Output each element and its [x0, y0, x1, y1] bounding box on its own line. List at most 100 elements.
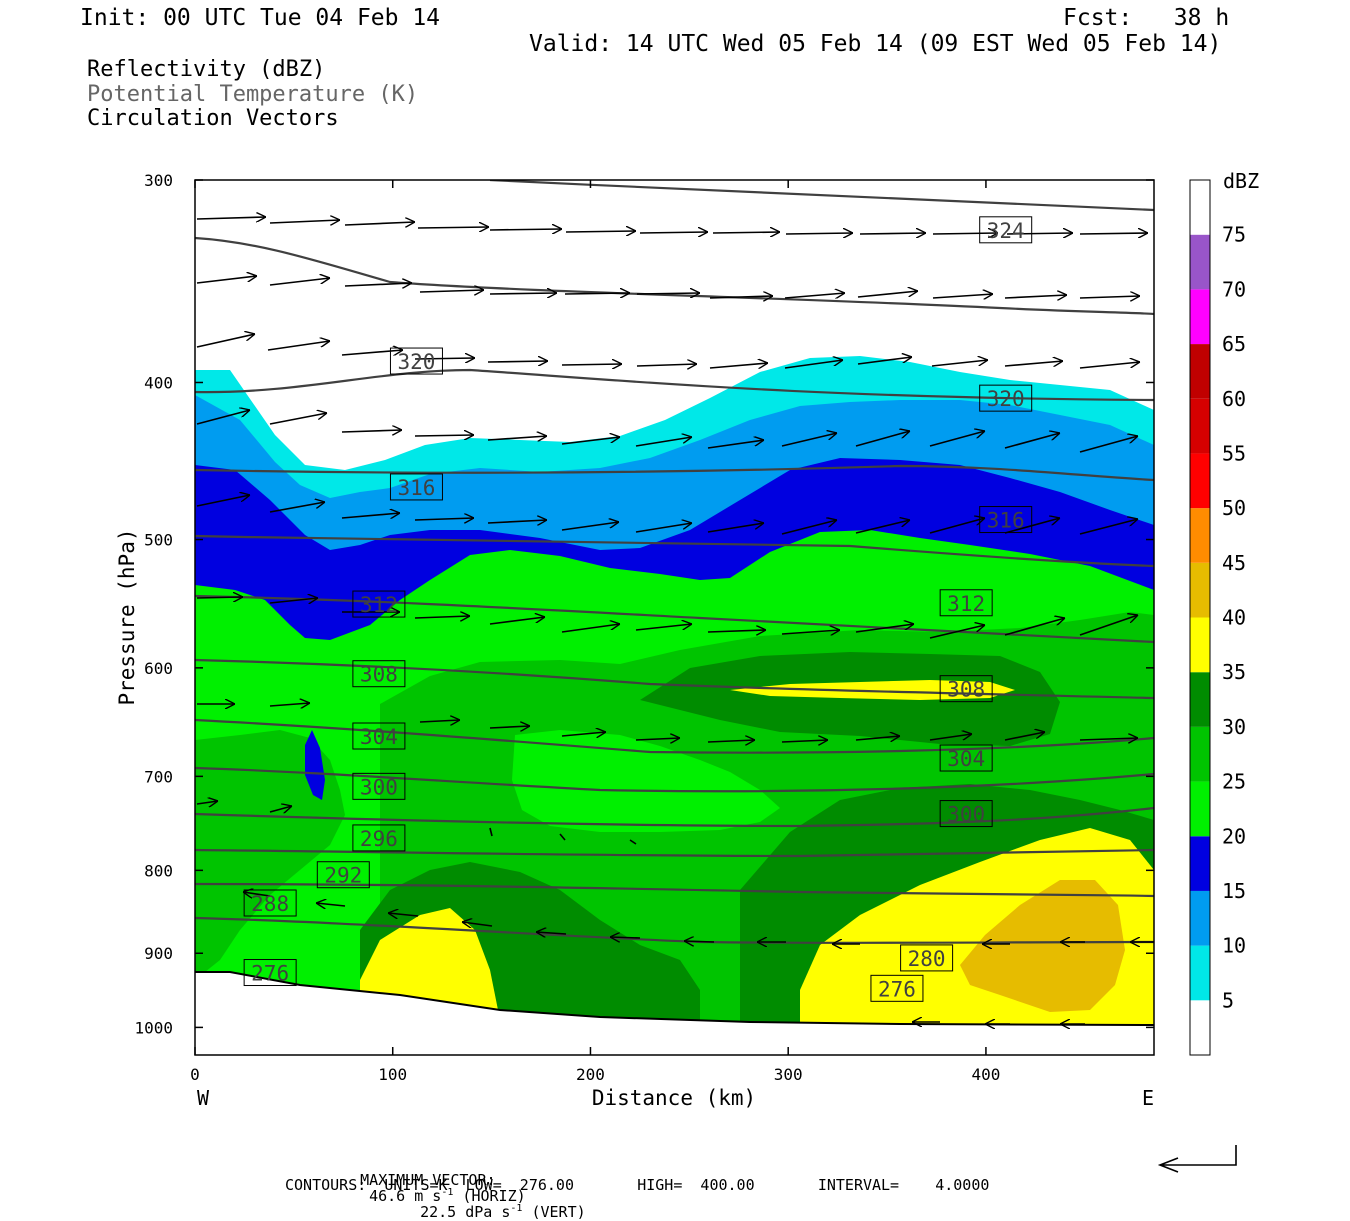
vector [1004, 433, 1060, 449]
y-tick-label: 800 [144, 861, 173, 880]
isentrope-300 [195, 658, 1154, 700]
contour-label-box [979, 216, 1033, 244]
vector [855, 520, 910, 534]
vector [196, 597, 243, 598]
vector [565, 231, 636, 232]
contour-label-text: 292 [324, 864, 362, 888]
y-tick-label: 700 [144, 767, 173, 786]
vector [269, 502, 325, 513]
vector [489, 229, 562, 230]
vector [196, 410, 250, 425]
colorbar-label: 30 [1222, 715, 1246, 739]
contour-label: 292 [316, 861, 370, 889]
contour-label-box [389, 347, 443, 375]
colorbar-bin [1190, 234, 1210, 290]
contour-label: 288 [243, 889, 297, 917]
contour-label-text: 276 [251, 962, 289, 986]
vector [341, 430, 402, 432]
colorbar-bin [1190, 1000, 1210, 1055]
y-tick-label: 600 [144, 659, 173, 678]
contour-label-box [939, 589, 993, 617]
dbz-25-region [195, 730, 345, 980]
isentrope-316 [195, 368, 1154, 402]
colorbar-bin [1190, 945, 1210, 1001]
vector [559, 833, 566, 841]
contour-label: 304 [352, 722, 406, 750]
isentrope-292 [195, 766, 1154, 793]
contour-label: 320 [389, 347, 443, 375]
vector [932, 294, 993, 298]
y-tick-label: 500 [144, 531, 173, 550]
vector [635, 624, 692, 631]
colorbar-bin [1190, 890, 1210, 946]
contour-label-text: 312 [947, 592, 985, 616]
contour-label: 316 [979, 506, 1033, 534]
field-reflectivity: Reflectivity (dBZ) [87, 57, 326, 82]
vector [781, 433, 837, 447]
colorbar-label: 50 [1222, 496, 1246, 520]
vector [1004, 732, 1045, 741]
vector [1006, 233, 1073, 234]
contour-label-box [352, 590, 406, 618]
contour-label: 312 [939, 589, 993, 617]
contour-label-box [243, 889, 297, 917]
contour-label: 276 [243, 959, 297, 987]
contour-label-text: 316 [397, 476, 435, 500]
init-time: Init: 00 UTC Tue 04 Feb 14 [80, 5, 441, 31]
vector [344, 283, 412, 286]
vector [931, 360, 988, 367]
contour-label-text: 300 [947, 803, 985, 827]
isentropes [195, 180, 1154, 944]
vector [781, 520, 837, 535]
vector [857, 357, 912, 365]
vector [269, 413, 327, 425]
vector [419, 290, 484, 292]
isentrope-284 [195, 848, 1154, 858]
vector [855, 624, 914, 633]
vector [1079, 296, 1140, 298]
x-axis-east-label: E [1142, 1086, 1154, 1110]
colorbar-label: 55 [1222, 441, 1246, 465]
vector [709, 296, 773, 298]
vector [487, 361, 548, 362]
y-axis-label: Pressure (hPa) [115, 528, 139, 705]
vector [784, 293, 845, 298]
vector [707, 740, 755, 742]
isentrope-304 [195, 594, 1154, 644]
vector [414, 358, 475, 359]
dbz-40-region [960, 880, 1125, 1012]
below-ground [195, 972, 1154, 1055]
vector [489, 293, 557, 294]
colorbar-bin [1190, 562, 1210, 618]
colorbar-bin [1190, 180, 1210, 235]
vector [561, 624, 620, 633]
vector [561, 437, 620, 445]
vector [419, 720, 460, 722]
vector [1079, 436, 1138, 453]
vector [462, 922, 493, 926]
contour-label-box [389, 473, 443, 501]
vector [1004, 295, 1067, 298]
contour-label-text: 304 [360, 725, 398, 749]
x-tick-label: 300 [774, 1065, 803, 1084]
x-axis-label: Distance (km) [592, 1086, 756, 1110]
contour-label-box [939, 744, 993, 772]
vector [929, 625, 985, 639]
contour-label: 300 [352, 772, 406, 800]
contour-label-box [352, 660, 406, 688]
colorbar-bin [1190, 672, 1210, 727]
colorbar-bin [1190, 453, 1210, 509]
contour-label-text: 276 [878, 977, 916, 1001]
vector [639, 232, 708, 233]
y-tick-label: 1000 [134, 1018, 173, 1037]
vector [269, 220, 340, 223]
contour-label-box [870, 974, 924, 1002]
contour-label-box [979, 506, 1033, 534]
contour-label: 320 [979, 384, 1033, 412]
colorbar-bin [1190, 617, 1210, 673]
colorbar-bin [1190, 508, 1210, 563]
isentrope-320 [195, 236, 1154, 316]
isentrope-324 [489, 180, 1154, 212]
vector [1079, 233, 1148, 234]
vector [929, 518, 985, 534]
